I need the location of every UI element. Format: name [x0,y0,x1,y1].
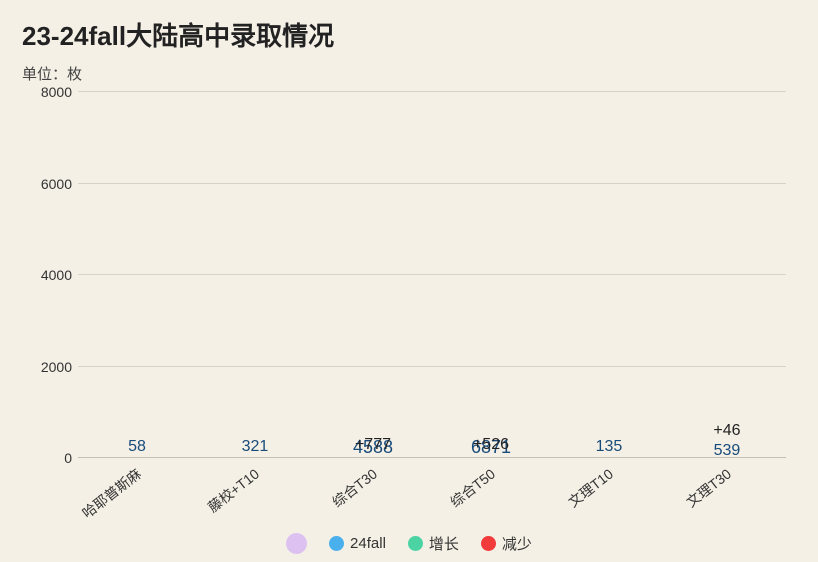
bar-value-label: 321 [221,438,288,456]
y-tick-label: 2000 [41,359,72,375]
y-tick-label: 6000 [41,176,72,192]
bar-plus-label: +46 [693,422,760,440]
x-axis-label: 综合T50 [446,464,499,512]
legend: 24fall 增长 减少 [0,533,818,554]
x-axis-labels: 哈耶普斯麻 藤校+T10 综合T30 综合T50 文理T10 文理T30 [78,462,786,522]
legend-dot-growth [408,536,423,551]
bar-value-label: 6871 [457,437,524,458]
x-axis-label: 综合T30 [328,464,381,512]
x-axis-line [78,457,786,458]
x-axis-label: 哈耶普斯麻 [78,464,145,523]
legend-label-decrease: 减少 [502,533,532,554]
legend-item-decrease: 减少 [481,533,532,554]
legend-item-growth: 增长 [408,533,459,554]
bar-value-label: 135 [575,438,642,456]
bar-value-label: 4588 [339,437,406,458]
y-tick-label: 4000 [41,267,72,283]
legend-dot-decrease [481,536,496,551]
y-tick-label: 8000 [41,84,72,100]
legend-item-24fall: 24fall [329,535,386,552]
legend-label-24fall: 24fall [350,535,386,552]
x-axis-label: 文理T30 [682,464,735,512]
chart-title: 23-24fall大陆高中录取情况 [22,16,796,53]
x-axis-label: 文理T10 [564,464,617,512]
unit-label: 单位：枚 [22,63,796,84]
chart: 583214588+7776871+526135539+46 020004000… [22,92,796,472]
x-axis-label: 藤校+T10 [203,464,263,517]
plot-area: 583214588+7776871+526135539+46 020004000… [78,92,786,458]
bar-value-label: 58 [103,438,170,456]
bars-container: 583214588+7776871+526135539+46 [78,92,786,458]
bar-plus-label: +526 [457,436,524,454]
legend-dot-24fall [329,536,344,551]
y-tick-label: 0 [64,450,72,466]
bar-plus-label: +777 [339,436,406,454]
legend-marker-empty [286,533,307,554]
legend-label-growth: 增长 [429,533,459,554]
